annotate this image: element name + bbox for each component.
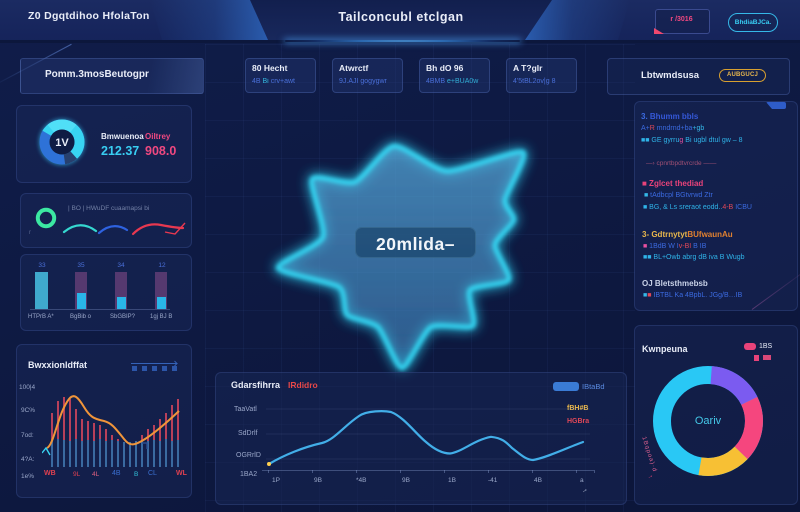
svg-text:1V: 1V <box>55 137 69 149</box>
svg-text:Oariv: Oariv <box>695 415 722 427</box>
